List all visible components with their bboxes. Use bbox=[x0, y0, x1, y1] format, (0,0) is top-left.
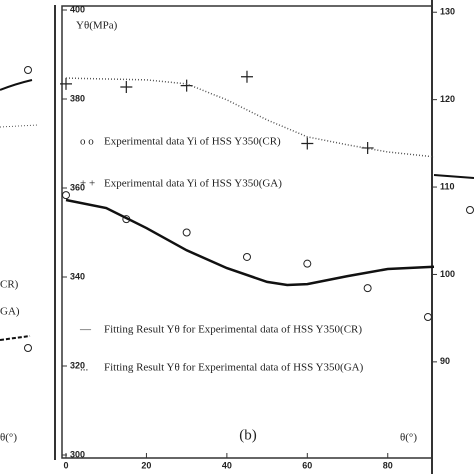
y-axis-label: Yθ(MPa) bbox=[76, 20, 118, 32]
data-point bbox=[62, 191, 70, 200]
y-tick-label: 340 bbox=[70, 271, 85, 281]
x-axis-label: θ(°) bbox=[400, 432, 417, 444]
legend-label: Fitting Result Yθ for Experimental data … bbox=[104, 324, 362, 336]
data-point bbox=[363, 284, 372, 293]
fragment-marker bbox=[24, 66, 32, 74]
legend-symbol: ... bbox=[80, 362, 89, 374]
fragment-text: θ(°) bbox=[0, 432, 17, 444]
data-point bbox=[182, 228, 191, 237]
data-point bbox=[303, 259, 312, 268]
fragment-marker bbox=[24, 344, 32, 352]
y-tick-label: 120 bbox=[440, 94, 455, 104]
legend-label: Experimental data Yi of HSS Y350(GA) bbox=[104, 178, 282, 190]
y-tick-label: 380 bbox=[70, 93, 85, 103]
data-point bbox=[423, 313, 432, 322]
panel-label: (b) bbox=[239, 427, 257, 443]
data-point bbox=[180, 79, 193, 92]
x-tick-label: 60 bbox=[302, 460, 312, 470]
y-tick-label: 110 bbox=[440, 181, 455, 191]
legend-symbol: o o bbox=[80, 136, 94, 148]
fragment-curve bbox=[0, 124, 39, 128]
data-point bbox=[361, 141, 374, 154]
fragment-curve bbox=[0, 79, 33, 91]
legend-label: Experimental data Yi of HSS Y350(CR) bbox=[104, 136, 281, 148]
legend-symbol: + + bbox=[80, 178, 95, 190]
x-tick-label: 20 bbox=[141, 460, 151, 470]
fragment-curve bbox=[0, 335, 31, 341]
x-tick-label: 40 bbox=[222, 460, 232, 470]
data-point bbox=[301, 137, 314, 150]
y-tick-label: 90 bbox=[440, 356, 450, 366]
legend-label: Fitting Result Yθ for Experimental data … bbox=[104, 362, 364, 374]
fit-line bbox=[65, 198, 435, 287]
fit-line bbox=[65, 77, 435, 158]
y-tick-label: 100 bbox=[440, 269, 455, 279]
data-point bbox=[240, 70, 253, 83]
data-point bbox=[120, 80, 133, 93]
y-tick-label: 320 bbox=[70, 360, 85, 370]
data-point bbox=[242, 252, 251, 261]
x-tick-label: 0 bbox=[63, 460, 68, 470]
y-tick-label: 300 bbox=[70, 449, 85, 459]
x-tick-label: 80 bbox=[383, 460, 393, 470]
y-tick-label: 130 bbox=[440, 7, 455, 17]
data-point bbox=[60, 77, 72, 90]
legend-symbol: — bbox=[79, 324, 92, 336]
fragment-text: GA) bbox=[0, 306, 20, 318]
fragment-text: CR) bbox=[0, 279, 19, 291]
y-tick-label: 360 bbox=[70, 182, 85, 192]
fragment-curve bbox=[433, 174, 474, 179]
y-tick-label: 400 bbox=[70, 4, 85, 14]
